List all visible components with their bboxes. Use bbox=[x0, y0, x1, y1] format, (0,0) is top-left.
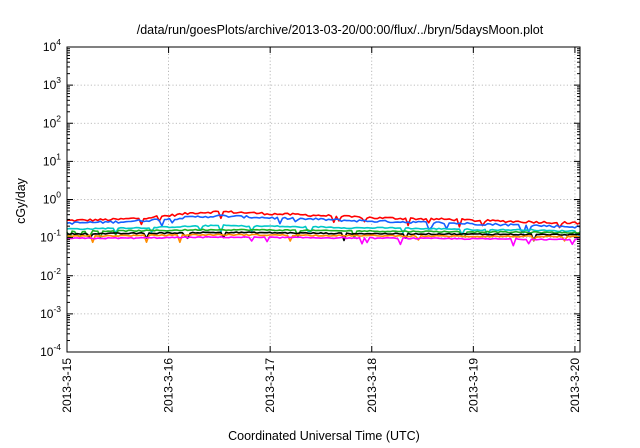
grid-lines bbox=[67, 47, 580, 352]
x-axis-label: Coordinated Universal Time (UTC) bbox=[228, 429, 420, 443]
series-group bbox=[66, 210, 581, 247]
y-tick-labels: 10-4 10-3 10-2 10-1 100 101 102 103 104 bbox=[40, 37, 61, 359]
x-tick-label: 2013-3-17 bbox=[263, 358, 277, 413]
y-tick-label: 10-4 bbox=[40, 342, 61, 359]
x-tick-label: 2013-3-20 bbox=[568, 358, 582, 413]
axis-ticks bbox=[66, 46, 580, 353]
y-tick-label: 103 bbox=[43, 75, 61, 92]
series-line bbox=[66, 214, 581, 234]
series-line bbox=[66, 233, 581, 244]
y-tick-label: 10-3 bbox=[40, 304, 61, 321]
y-tick-label: 100 bbox=[43, 190, 61, 207]
series-line bbox=[66, 228, 581, 240]
x-tick-label: 2013-3-15 bbox=[60, 358, 74, 413]
y-tick-label: 104 bbox=[43, 37, 61, 54]
series-line bbox=[67, 210, 581, 229]
x-tick-label: 2013-3-19 bbox=[466, 358, 480, 413]
y-axis-label: cGy/day bbox=[14, 177, 28, 224]
series-line bbox=[66, 231, 581, 242]
y-tick-label: 10-2 bbox=[40, 266, 61, 283]
series-line bbox=[66, 235, 581, 247]
x-tick-label: 2013-3-16 bbox=[162, 358, 176, 413]
y-tick-label: 102 bbox=[43, 113, 61, 130]
y-tick-label: 101 bbox=[43, 151, 61, 168]
chart-title: /data/run/goesPlots/archive/2013-03-20/0… bbox=[137, 23, 544, 37]
y-tick-label: 10-1 bbox=[40, 228, 61, 245]
x-tick-labels: 2013-3-15 2013-3-16 2013-3-17 2013-3-18 2013… bbox=[60, 358, 582, 413]
x-tick-label: 2013-3-18 bbox=[365, 358, 379, 413]
